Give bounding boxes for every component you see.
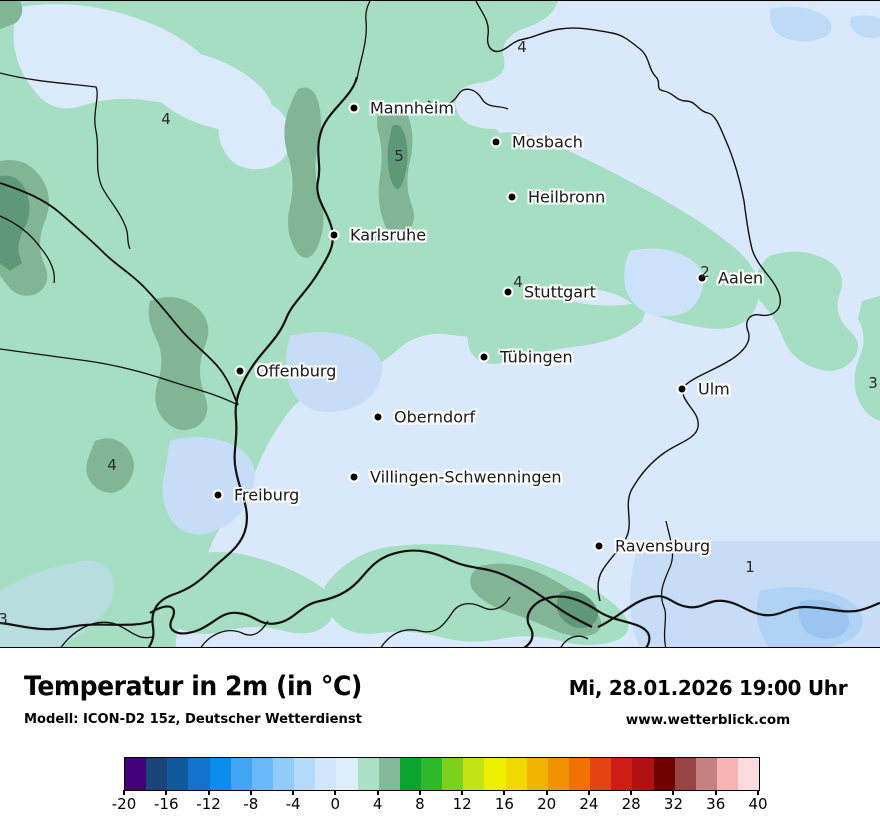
colorbar-segment [294,758,316,790]
colorbar-tick-label: -16 [154,795,179,813]
colorbar-tickmark [757,790,759,795]
colorbar-segment [695,758,717,790]
colorbar-segment [463,758,485,790]
colorbar-tick-label: 28 [621,795,641,813]
colorbar-tick-label: 40 [748,795,768,813]
colorbar-tickmark [334,790,337,795]
colorbar-segment [336,758,358,790]
colorbar-tickmark [165,790,168,795]
temperature-colorbar [124,757,760,791]
colorbar-tickmark [249,790,252,795]
page-title: Temperatur in 2m (in °C) [24,671,362,702]
colorbar-segment [568,758,591,790]
colorbar-segment [716,758,739,790]
colorbar-segment [526,758,548,790]
colorbar-tick-label: 12 [452,795,472,813]
colorbar-tickmark [503,790,506,795]
map-deepblue-patches [0,6,880,647]
colorbar-tick-label: -20 [111,795,137,813]
colorbar-tickmark [461,790,464,795]
colorbar-segment [188,758,210,790]
map-canvas [0,1,880,647]
colorbar-segment [484,758,506,790]
colorbar-segment [399,758,421,790]
colorbar-tickmark [418,790,421,795]
colorbar-segment [590,758,612,790]
colorbar-segment [125,758,147,790]
colorbar-segment [272,758,295,790]
colorbar-segment [167,758,189,790]
colorbar-tickmark [714,790,717,795]
colorbar-segment [357,758,379,790]
colorbar-segment [505,758,527,790]
footer-right: Mi, 28.01.2026 19:00 Uhr www.wetterblick… [560,676,856,728]
colorbar-segment [315,758,337,790]
colorbar-segment [378,758,400,790]
colorbar-tick-label: 8 [415,795,425,813]
colorbar-tick-label: 16 [494,795,514,813]
colorbar-segment [611,758,633,790]
colorbar-segment [420,758,443,790]
colorbar-segment [632,758,654,790]
colorbar-tick-label: 36 [706,795,726,813]
colorbar-tick-label: -8 [243,795,259,813]
colorbar-tick-label: 32 [663,795,683,813]
colorbar-segment [442,758,464,790]
colorbar-tick-label: 20 [537,795,557,813]
colorbar-tickmark [292,790,295,795]
colorbar-tickmark [672,790,675,795]
colorbar-tickmark [123,790,125,795]
map-blue-lobes [13,4,291,170]
colorbar-segment [653,758,675,790]
colorbar-segment [209,758,231,790]
website-url: www.wetterblick.com [625,712,791,728]
forecast-datetime: Mi, 28.01.2026 19:00 Uhr [568,676,848,700]
model-info: Modell: ICON-D2 15z, Deutscher Wetterdie… [24,711,362,727]
colorbar-tick-label: -4 [285,795,301,813]
colorbar-tickmark [207,790,210,795]
colorbar-tick-label: 24 [579,795,599,813]
colorbar-tick-label: -12 [196,795,221,813]
colorbar-segment [738,758,760,790]
colorbar-tick-label: 0 [330,795,341,813]
colorbar-segment [547,758,569,790]
colorbar-segment [230,758,252,790]
temperature-map: Mannheim Mosbach Heilbronn Karlsruhe Stuttga… [0,0,880,648]
colorbar-tick-label: 4 [372,795,383,813]
colorbar-segment [251,758,273,790]
colorbar-tickmark [545,790,548,795]
colorbar-tickmark [630,790,633,795]
colorbar-segment [146,758,168,790]
colorbar-tickmark [376,790,379,795]
colorbar-segment [674,758,696,790]
map-darkgreen-patches [0,1,602,637]
map-borders [0,1,880,647]
colorbar-tickmark [587,790,590,795]
